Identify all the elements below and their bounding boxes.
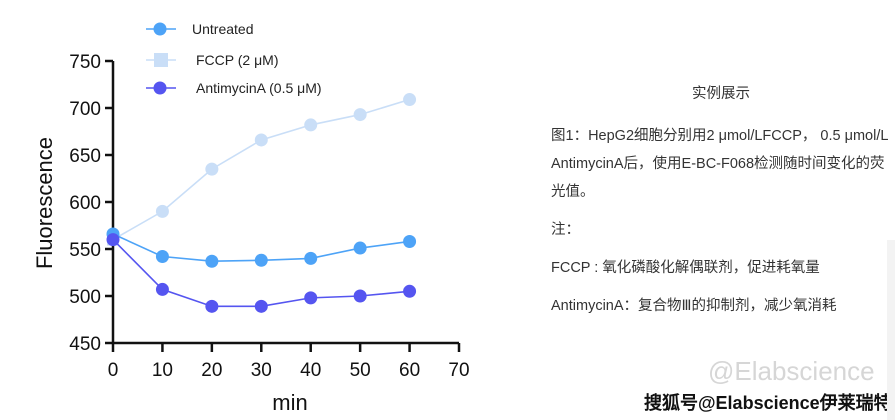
legend-circle-marker <box>153 22 167 36</box>
note-antimycin: AntimycinA：复合物Ⅲ的抑制剂，减少氧消耗 <box>551 298 837 314</box>
x-tick-label: 50 <box>350 360 371 381</box>
data-point <box>403 234 417 248</box>
note-label: 注： <box>551 222 580 238</box>
legend-label: FCCP (2 μM) <box>196 52 278 68</box>
data-point <box>254 299 268 313</box>
y-tick-label: 450 <box>69 334 101 355</box>
data-point <box>155 204 169 218</box>
y-tick-label: 500 <box>69 287 101 308</box>
data-point <box>155 282 169 296</box>
x-axis-label: min <box>272 390 307 415</box>
y-tick-label: 550 <box>69 240 101 261</box>
x-tick-label: 30 <box>251 360 272 381</box>
data-point <box>155 250 169 264</box>
x-tick-label: 60 <box>399 360 420 381</box>
data-point <box>205 162 219 176</box>
data-point <box>353 289 367 303</box>
legend-circle-marker <box>153 81 167 95</box>
y-tick-label: 750 <box>69 52 101 73</box>
data-point <box>254 253 268 267</box>
watermark-faint: @Elabscience <box>708 356 875 386</box>
figure-caption: 图1：HepG2细胞分别用2 μmol/LFCCP， 0.5 μmol/L An… <box>551 128 888 200</box>
panel-title: 实例展示 <box>692 86 750 102</box>
line-chart: 450 500 550 600 650 700 750 0 10 20 30 40 50 60 70 Unt… <box>32 21 470 415</box>
y-axis-label: Fluorescence <box>32 137 57 269</box>
data-point <box>353 108 367 122</box>
note-fccp: FCCP : 氧化磷酸化解偶联剂，促进耗氧量 <box>551 260 820 276</box>
data-point <box>403 93 417 107</box>
y-tick-label: 600 <box>69 193 101 214</box>
x-tick-label: 0 <box>108 360 119 381</box>
legend-square-marker <box>154 53 168 67</box>
legend-label: Untreated <box>192 21 253 37</box>
description-panel: 实例展示 图1：HepG2细胞分别用2 μmol/LFCCP， 0.5 μmol… <box>551 80 891 330</box>
series-line-1 <box>112 98 410 241</box>
data-point <box>205 254 219 268</box>
data-point <box>106 233 120 247</box>
watermark: 搜狐号@Elabscience伊莱瑞特 <box>644 393 892 413</box>
data-point <box>353 241 367 255</box>
x-tick-label: 40 <box>300 360 321 381</box>
data-point <box>304 291 318 305</box>
data-point <box>403 284 417 298</box>
x-tick-label: 70 <box>448 360 469 381</box>
y-tick-label: 700 <box>69 99 101 120</box>
scrollbar[interactable] <box>887 240 895 420</box>
y-tick-label: 650 <box>69 146 101 167</box>
x-tick-label: 20 <box>201 360 222 381</box>
x-tick-label: 10 <box>152 360 173 381</box>
data-point <box>304 251 318 265</box>
data-point <box>304 118 318 132</box>
legend-label: AntimycinA (0.5 μM) <box>196 80 322 96</box>
data-point <box>205 299 219 313</box>
data-point <box>254 133 268 147</box>
